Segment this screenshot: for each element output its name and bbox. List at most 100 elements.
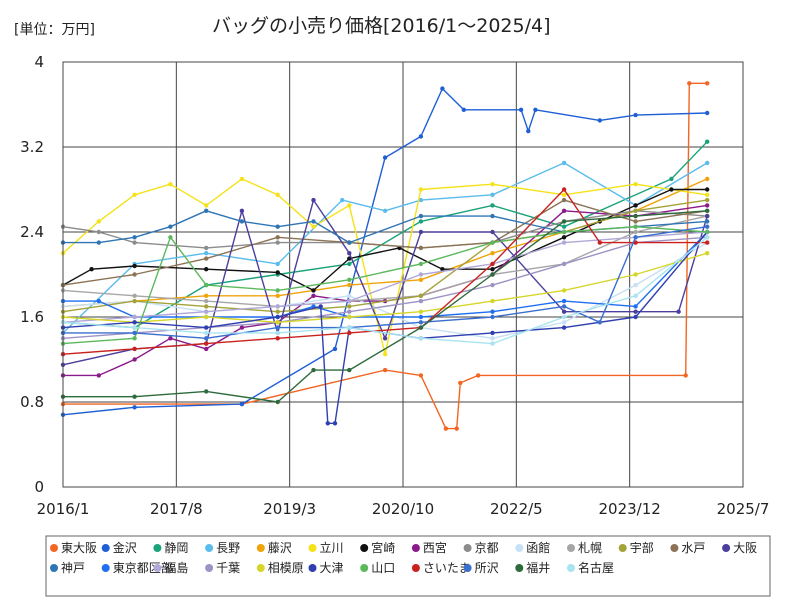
legend-label: 宇部 [630,540,654,555]
data-point [347,240,352,245]
data-point [132,336,137,341]
legend-label: 金沢 [113,540,137,555]
data-point [633,203,638,208]
data-point [275,240,280,245]
data-point [347,261,352,267]
data-point [461,107,466,113]
data-point [443,426,449,431]
series-line [63,231,708,318]
data-point [311,288,316,293]
data-point [132,320,137,325]
data-point [490,267,495,272]
data-point [275,336,280,341]
plot-frame [62,61,744,488]
series-line [62,231,708,323]
data-point [347,203,352,208]
data-point [705,240,710,245]
legend-label: 函館 [526,540,550,555]
data-point [382,208,388,213]
data-point [275,314,280,320]
unit-label: [単位：万円] [14,22,95,38]
data-point [633,272,638,277]
data-point [347,251,352,256]
data-point [132,394,137,399]
legend-label: 福島 [164,560,188,575]
legend-marker [101,544,110,552]
data-point [490,192,495,197]
x-tick-label: 2019/3 [263,500,316,518]
data-point [418,261,424,267]
data-point [705,192,710,197]
data-point [561,309,567,314]
data-point [132,293,137,298]
legend-label: 水戸 [681,541,705,555]
data-point [239,325,245,330]
data-point [561,224,567,229]
data-point [687,81,692,86]
data-point [347,367,352,373]
series-line [62,215,708,308]
legend-marker [670,544,679,552]
data-point [490,341,495,346]
y-tick-label: 3.2 [20,138,44,156]
legend-marker [153,564,162,572]
data-point [561,160,567,166]
data-point [633,182,638,187]
series-line [63,210,708,244]
data-point [311,224,316,229]
data-point [705,208,710,213]
legend-marker [618,544,627,552]
legend-label: 宮崎 [371,540,395,555]
legend-label: 相模原 [268,561,304,575]
data-point [705,229,710,235]
legend-marker [411,544,420,552]
data-point [633,112,638,118]
data-point [132,405,137,410]
data-point [705,235,710,240]
data-point [382,155,388,160]
data-point [340,197,345,203]
data-point [490,336,495,341]
data-point [96,229,102,235]
data-point [633,235,638,240]
data-point [204,330,209,336]
data-point [347,330,352,336]
data-point [561,304,567,309]
data-point [633,304,638,309]
data-point [347,293,352,298]
y-tick-label: 4 [34,53,44,71]
legend-marker [50,564,58,572]
data-point [347,304,352,309]
data-point [705,110,710,116]
data-point [275,325,280,330]
data-point [418,229,424,235]
data-point [490,213,495,219]
data-point [318,304,323,309]
data-point [204,256,209,261]
data-point [311,367,316,373]
data-point [204,293,209,298]
data-point [490,272,495,277]
data-point [311,293,316,298]
data-point [132,192,137,197]
data-point [418,373,424,378]
data-point [204,389,209,394]
data-point [705,160,710,166]
legend-marker [722,544,731,552]
legend-label: 大津 [320,561,344,575]
data-point [168,224,173,229]
data-point [418,245,424,251]
data-point [204,346,209,352]
data-point [633,309,638,314]
data-point [275,399,280,405]
legend-marker [515,544,524,552]
series-line [62,252,708,323]
legend-label: 静岡 [164,541,188,555]
axis-ticks: 0 0.8 1.6 2.4 3.2 4 2016/1 2017/8 2019/3 2020/10 2… [20,53,769,518]
data-point [168,235,173,240]
data-point [347,298,352,304]
data-point [561,240,567,245]
legend-marker [308,544,317,552]
